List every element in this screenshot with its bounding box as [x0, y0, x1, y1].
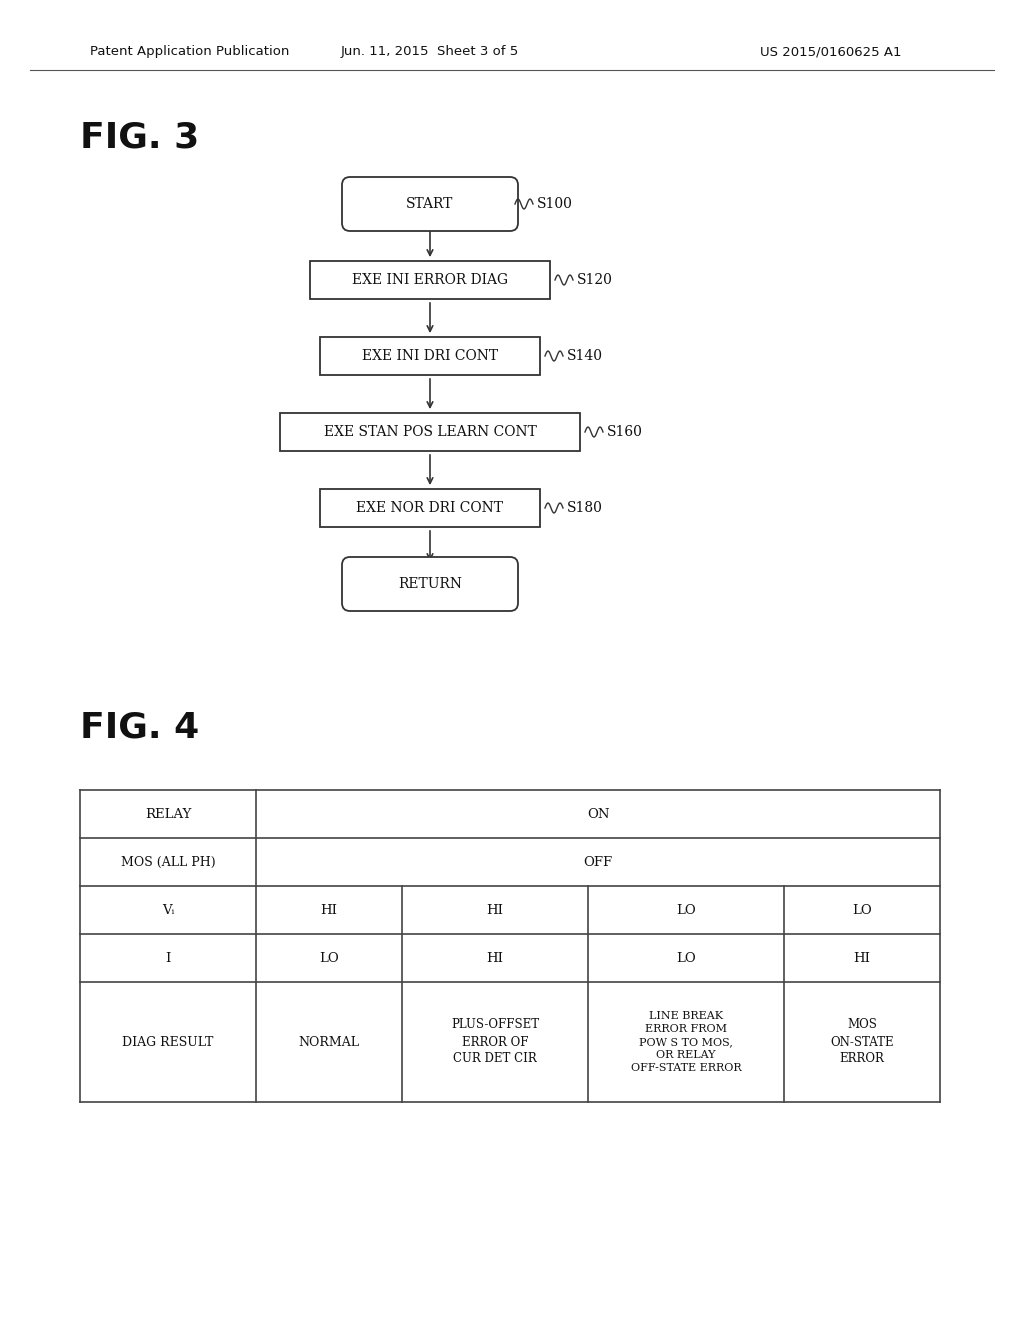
Text: EXE INI DRI CONT: EXE INI DRI CONT [361, 348, 498, 363]
Text: Jun. 11, 2015  Sheet 3 of 5: Jun. 11, 2015 Sheet 3 of 5 [341, 45, 519, 58]
Bar [280, 413, 580, 451]
Text: US 2015/0160625 A1: US 2015/0160625 A1 [760, 45, 901, 58]
Bar [80, 789, 940, 1102]
Text: NORMAL: NORMAL [298, 1035, 359, 1048]
Text: HI: HI [321, 903, 338, 916]
Text: MOS
ON-STATE
ERROR: MOS ON-STATE ERROR [830, 1019, 894, 1065]
Text: DIAG RESULT: DIAG RESULT [122, 1035, 214, 1048]
FancyBboxPatch shape [342, 177, 518, 231]
Text: RELAY: RELAY [144, 808, 191, 821]
Bar [319, 337, 540, 375]
Text: EXE STAN POS LEARN CONT: EXE STAN POS LEARN CONT [324, 425, 537, 440]
Text: HI: HI [486, 903, 504, 916]
Text: LO: LO [319, 952, 339, 965]
Text: RETURN: RETURN [398, 577, 462, 591]
Text: MOS (ALL PH): MOS (ALL PH) [121, 855, 215, 869]
Text: S160: S160 [607, 425, 643, 440]
Text: LO: LO [676, 903, 696, 916]
Text: HI: HI [854, 952, 870, 965]
Text: HI: HI [486, 952, 504, 965]
Text: S120: S120 [577, 273, 613, 286]
Text: ON: ON [587, 808, 609, 821]
Bar [319, 488, 540, 527]
Text: EXE INI ERROR DIAG: EXE INI ERROR DIAG [352, 273, 508, 286]
Text: S140: S140 [567, 348, 603, 363]
Text: I: I [165, 952, 171, 965]
Text: S180: S180 [567, 502, 603, 515]
Text: OFF: OFF [584, 855, 612, 869]
Text: FIG. 3: FIG. 3 [80, 120, 200, 154]
Bar [310, 261, 550, 300]
Text: LO: LO [852, 903, 871, 916]
Text: LO: LO [676, 952, 696, 965]
Text: FIG. 4: FIG. 4 [80, 710, 200, 744]
Text: Patent Application Publication: Patent Application Publication [90, 45, 290, 58]
Text: START: START [407, 197, 454, 211]
Text: Vᵢ: Vᵢ [162, 903, 174, 916]
FancyBboxPatch shape [342, 557, 518, 611]
Text: LINE BREAK
ERROR FROM
POW S TO MOS,
OR RELAY
OFF-STATE ERROR: LINE BREAK ERROR FROM POW S TO MOS, OR R… [631, 1011, 741, 1073]
Text: PLUS-OFFSET
ERROR OF
CUR DET CIR: PLUS-OFFSET ERROR OF CUR DET CIR [451, 1019, 539, 1065]
Text: S100: S100 [537, 197, 572, 211]
Text: EXE NOR DRI CONT: EXE NOR DRI CONT [356, 502, 504, 515]
